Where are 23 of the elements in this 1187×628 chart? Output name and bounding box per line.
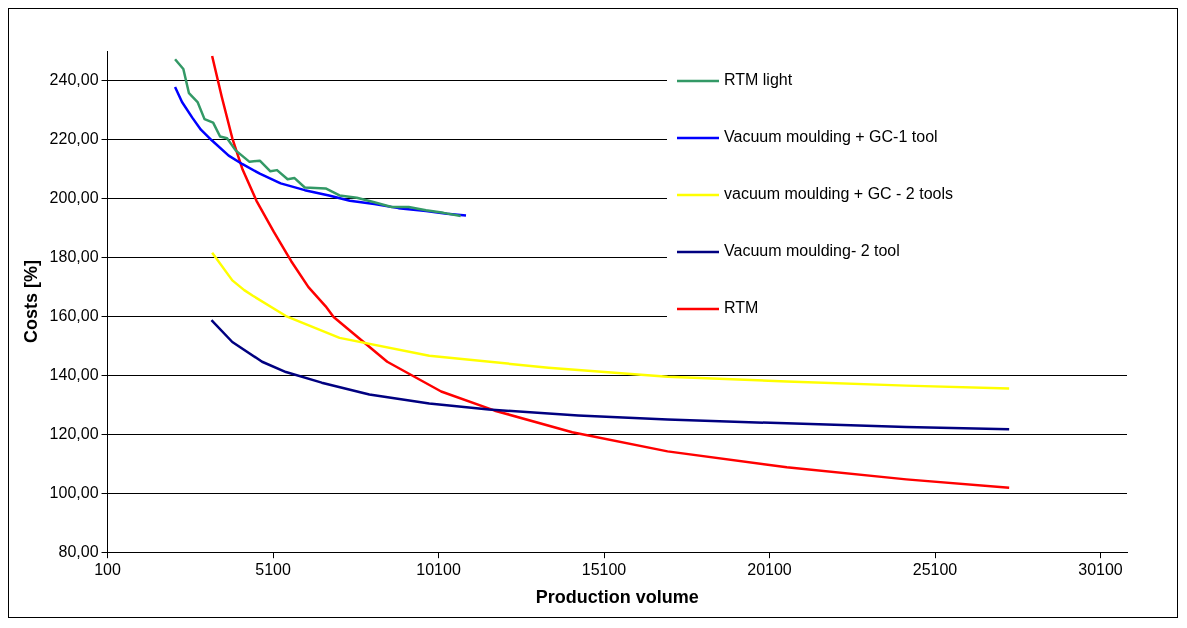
y-tick-label: 180,00 xyxy=(49,247,99,265)
x-tick-label: 100 xyxy=(94,561,121,579)
x-tick-label: 30100 xyxy=(1078,561,1123,579)
y-axis-title: Costs [%] xyxy=(20,260,41,344)
y-tick-label: 240,00 xyxy=(49,70,99,88)
x-tick-label: 5100 xyxy=(255,561,291,579)
legend-label: Vacuum moulding + GC-1 tool xyxy=(724,128,938,146)
x-axis-title: Production volume xyxy=(535,587,699,608)
y-tick-label: 120,00 xyxy=(49,424,99,442)
x-tick-label: 15100 xyxy=(581,561,627,579)
y-tick-label: 100,00 xyxy=(49,483,99,501)
y-tick-label: 220,00 xyxy=(49,129,99,147)
y-tick-label: 80,00 xyxy=(58,542,99,560)
legend-label: RTM light xyxy=(724,71,793,89)
x-tick-label: 10100 xyxy=(416,561,461,579)
legend-label: Vacuum moulding- 2 tool xyxy=(724,242,900,260)
legend-label: vacuum moulding + GC - 2 tools xyxy=(724,185,953,203)
y-tick-label: 140,00 xyxy=(49,365,99,383)
legend-label: RTM xyxy=(724,299,759,317)
x-tick-label: 20100 xyxy=(747,561,792,579)
x-tick-label: 25100 xyxy=(912,561,958,579)
y-tick-label: 200,00 xyxy=(49,188,99,206)
y-tick-label: 160,00 xyxy=(49,306,99,324)
